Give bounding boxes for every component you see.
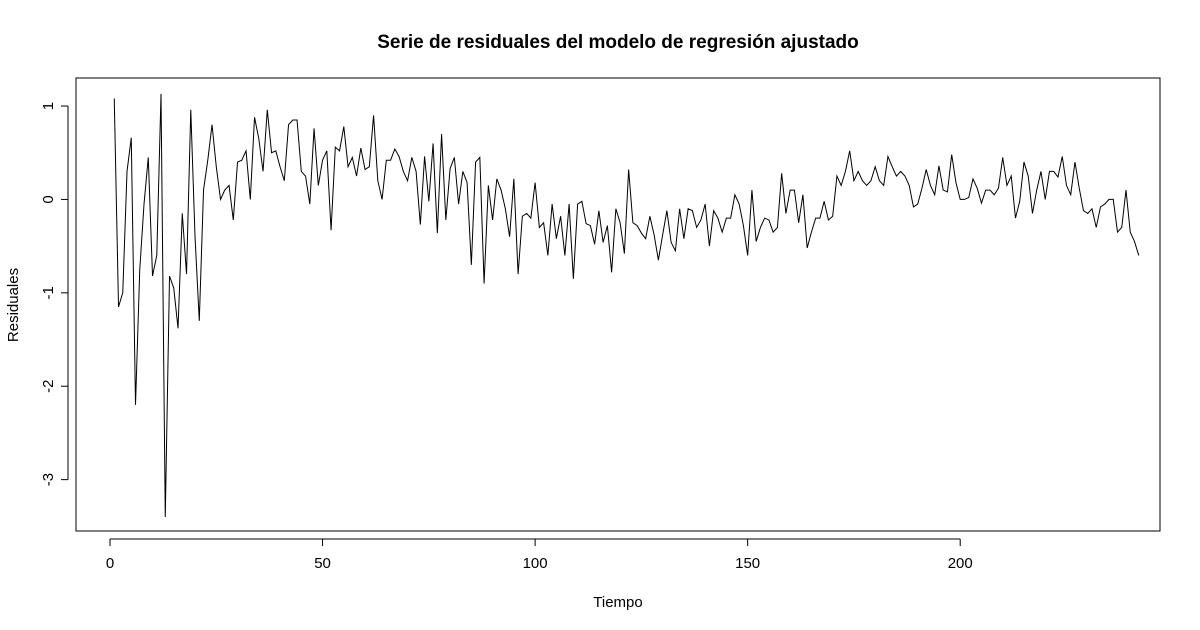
x-tick-label: 0 — [106, 555, 114, 572]
x-axis-label: Tiempo — [593, 594, 642, 611]
y-tick-label: -3 — [40, 473, 57, 486]
x-tick-label: 50 — [314, 555, 331, 572]
y-tick-label: -2 — [40, 380, 57, 393]
y-tick-label: 1 — [40, 102, 57, 110]
y-axis-label: Residuales — [5, 268, 22, 342]
x-tick-label: 200 — [948, 555, 973, 572]
y-tick-label: 0 — [40, 195, 57, 203]
x-tick-label: 100 — [523, 555, 548, 572]
plot-box — [75, 77, 1161, 532]
x-axis: 0 50 100 150 200 — [106, 538, 973, 572]
y-tick-label: -1 — [40, 286, 57, 299]
y-axis: -3 -2 -1 0 1 — [40, 102, 69, 486]
residuals-series-line — [113, 93, 1140, 517]
chart-title: Serie de residuales del modelo de regres… — [377, 32, 859, 53]
x-tick-label: 150 — [735, 555, 760, 572]
